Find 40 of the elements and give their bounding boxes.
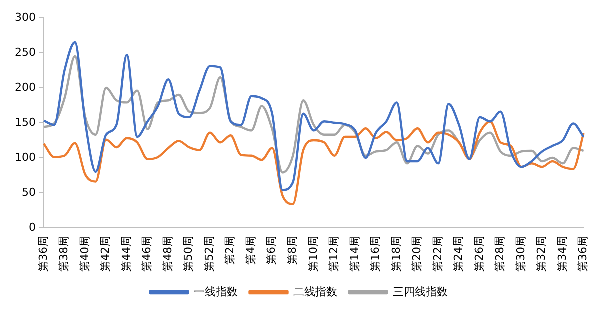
x-tick-label: 第6周 bbox=[265, 236, 278, 266]
x-tick-label: 第30周 bbox=[514, 236, 528, 272]
x-tick-label: 第32周 bbox=[535, 236, 548, 272]
x-tick-label: 第40周 bbox=[78, 236, 92, 272]
x-tick-label: 第36周 bbox=[36, 236, 50, 272]
y-tick-label: 50 bbox=[22, 186, 36, 199]
x-tick-label: 第20周 bbox=[410, 236, 424, 272]
legend-label: 二线指数 bbox=[293, 285, 338, 298]
x-tick-label: 第24周 bbox=[452, 236, 466, 272]
x-tick-label: 第16周 bbox=[369, 236, 382, 272]
legend-label: 三四线指数 bbox=[392, 285, 448, 298]
x-tick-label: 第12周 bbox=[328, 236, 341, 272]
x-tick-label: 第26周 bbox=[472, 236, 486, 272]
line-series bbox=[42, 41, 585, 192]
x-tick-label: 第48周 bbox=[161, 236, 174, 272]
x-tick-label: 第22周 bbox=[431, 236, 444, 272]
y-tick-label: 0 bbox=[28, 220, 36, 234]
x-tick-label: 第34周 bbox=[556, 236, 569, 272]
legend-label: 一线指数 bbox=[194, 285, 238, 298]
x-tick-label: 第4周 bbox=[244, 236, 258, 266]
line-series bbox=[42, 55, 585, 174]
line-series bbox=[42, 120, 585, 206]
x-tick-label: 第2周 bbox=[224, 236, 237, 266]
x-tick-label: 第18周 bbox=[390, 236, 403, 272]
x-tick-label: 第36周 bbox=[576, 236, 590, 272]
y-tick-label: 300 bbox=[14, 10, 36, 24]
x-tick-label: 第44周 bbox=[120, 236, 133, 272]
x-tick-label: 第14周 bbox=[348, 236, 362, 272]
y-tick-label: 150 bbox=[14, 116, 36, 129]
y-tick-label: 250 bbox=[14, 46, 36, 59]
y-tick-label: 100 bbox=[14, 150, 36, 164]
x-tick-label: 第52周 bbox=[202, 236, 216, 272]
x-tick-label: 第50周 bbox=[182, 236, 196, 272]
x-tick-label: 第8周 bbox=[286, 236, 299, 266]
x-tick-label: 第10周 bbox=[306, 236, 320, 272]
x-tick-label: 第42周 bbox=[99, 236, 112, 272]
x-tick-label: 第28周 bbox=[494, 236, 507, 272]
y-tick-label: 200 bbox=[14, 80, 36, 94]
x-tick-label: 第46周 bbox=[140, 236, 154, 272]
x-tick-label: 第38周 bbox=[58, 236, 71, 272]
